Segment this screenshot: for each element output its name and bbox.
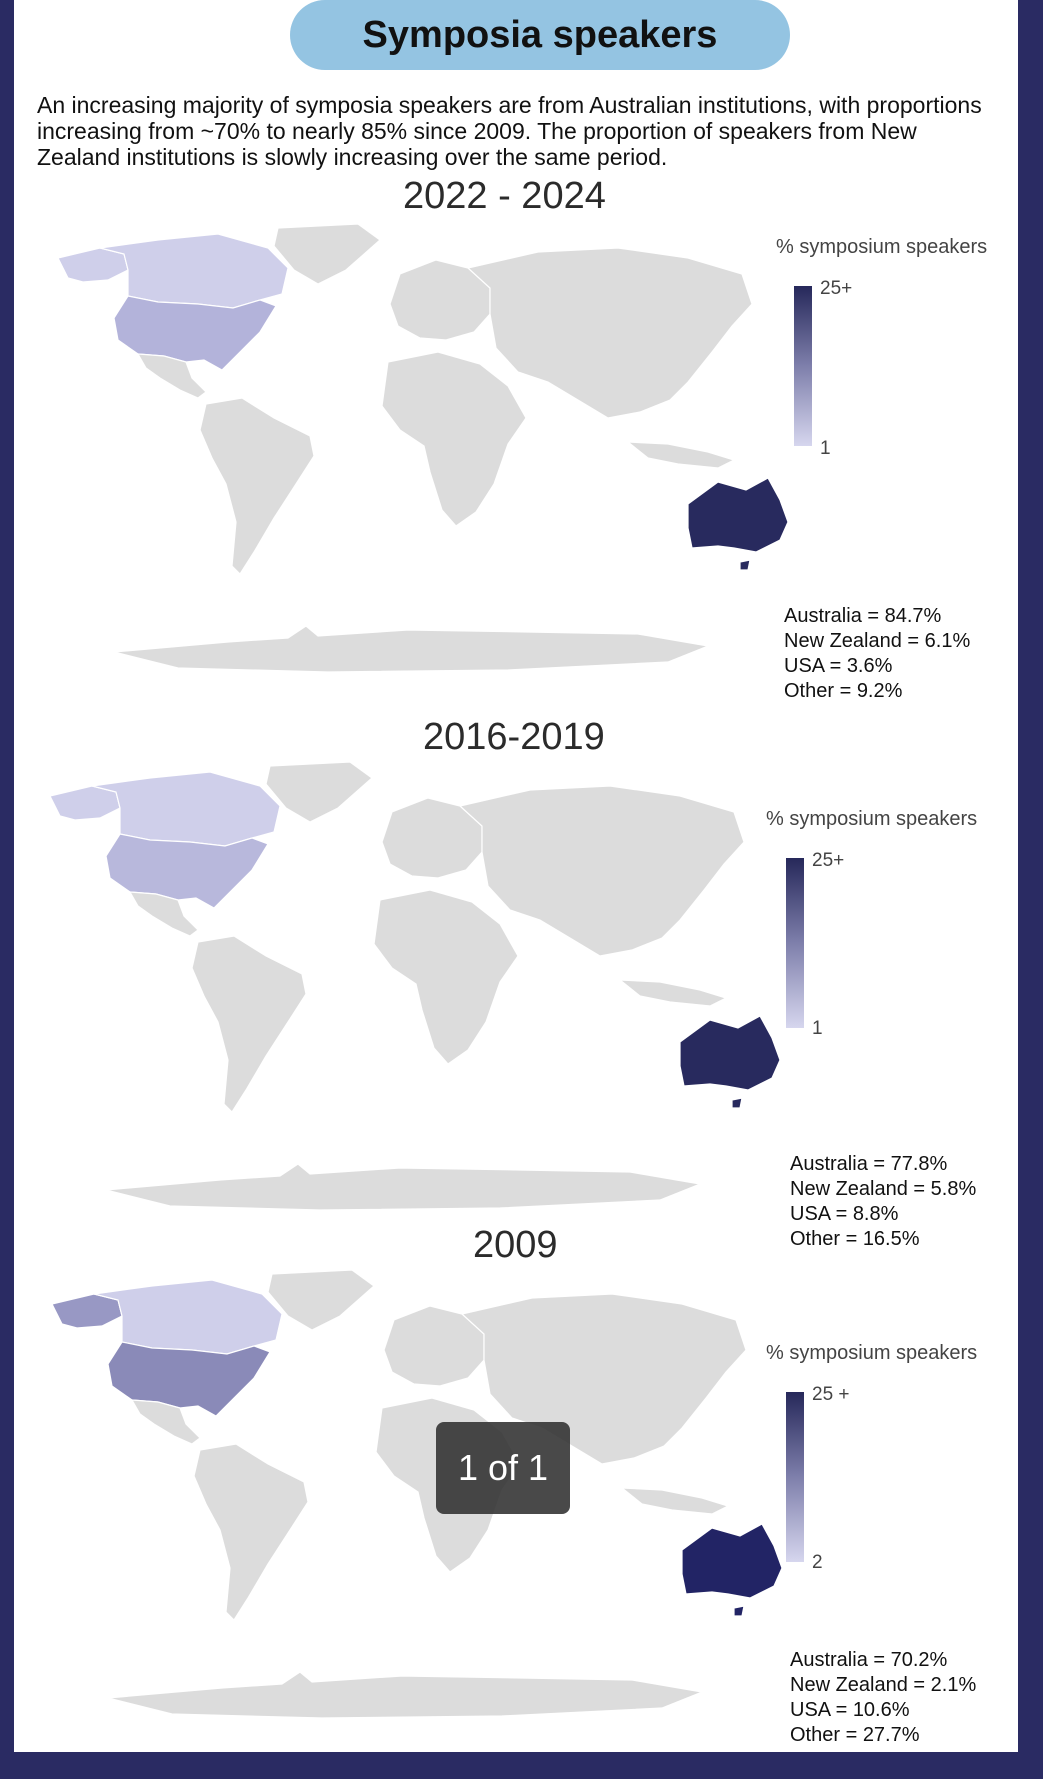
period-title-3: 2009 [473, 1224, 558, 1266]
europe [381, 797, 483, 879]
stat-new-zealand-3: New Zealand = 2.1% [790, 1674, 977, 1696]
legend-3: % symposium speakers 25 + 2 [766, 1342, 1006, 1573]
stat-australia-3: Australia = 70.2% [790, 1649, 948, 1671]
alaska [57, 247, 129, 283]
page-title: Symposia speakers [362, 13, 718, 56]
usa [105, 833, 269, 909]
antarctica [113, 625, 711, 673]
stat-other-1: Other = 9.2% [784, 680, 903, 702]
asia [460, 1293, 747, 1465]
legend-min-3: 2 [812, 1552, 823, 1573]
usa [107, 1341, 271, 1417]
asia [458, 785, 745, 957]
stat-usa-2: USA = 8.8% [790, 1203, 899, 1225]
indonesia [618, 979, 728, 1007]
intro-text: An increasing majority of symposia speak… [37, 92, 982, 170]
greenland [267, 1269, 375, 1331]
indonesia [626, 441, 736, 469]
africa [373, 889, 519, 1065]
south-america [191, 935, 307, 1113]
legend-1: % symposium speakers 25+ 1 [776, 236, 1016, 459]
tasmania [733, 1605, 745, 1617]
greenland [265, 761, 373, 823]
south-america [199, 397, 315, 575]
stat-australia-1: Australia = 84.7% [784, 605, 942, 627]
title-banner: Symposia speakers [290, 0, 790, 70]
south-america [193, 1443, 309, 1621]
tasmania [739, 559, 751, 571]
legend-title-2: % symposium speakers [766, 808, 978, 830]
australia [679, 1015, 780, 1091]
asia [466, 247, 753, 419]
stat-new-zealand-2: New Zealand = 5.8% [790, 1178, 977, 1200]
legend-color-bar-2 [786, 858, 804, 1028]
legend-title-1: % symposium speakers [776, 236, 988, 258]
world-map-3 [22, 1268, 782, 1738]
mexico [128, 891, 199, 937]
world-map-1 [28, 222, 788, 692]
continents [57, 223, 788, 673]
antarctica [105, 1163, 703, 1211]
legend-color-bar-3 [786, 1392, 804, 1562]
tasmania [731, 1097, 743, 1109]
legend-max-2: 25+ [812, 850, 845, 871]
world-map-svg-2 [49, 761, 780, 1211]
period-title-1: 2022 - 2024 [403, 175, 606, 217]
period-title-2: 2016-2019 [423, 716, 605, 758]
legend-2: % symposium speakers 25+ 1 [766, 808, 1006, 1039]
antarctica [107, 1671, 705, 1719]
greenland [273, 223, 381, 285]
stat-new-zealand-1: New Zealand = 6.1% [784, 630, 971, 652]
legend-title-3: % symposium speakers [766, 1342, 978, 1364]
stat-other-2: Other = 16.5% [790, 1228, 920, 1250]
world-map-svg-3 [51, 1269, 782, 1719]
europe [389, 259, 491, 341]
usa [113, 295, 277, 371]
mexico [136, 353, 207, 399]
australia [687, 477, 788, 553]
stat-australia-2: Australia = 77.8% [790, 1153, 948, 1175]
world-map-2 [20, 760, 780, 1230]
legend-max-1: 25+ [820, 278, 853, 299]
alaska [51, 1293, 123, 1329]
africa [381, 351, 527, 527]
alaska [49, 785, 121, 821]
stat-usa-1: USA = 3.6% [784, 655, 893, 677]
stat-other-3: Other = 27.7% [790, 1724, 920, 1746]
australia [681, 1523, 782, 1599]
infographic-page: Symposia speakers An increasing majority… [14, 0, 1018, 1752]
stats-3: Australia = 70.2% New Zealand = 2.1% USA… [790, 1648, 976, 1748]
continents [51, 1269, 782, 1719]
europe [383, 1305, 485, 1387]
indonesia [620, 1487, 730, 1515]
legend-color-bar-1 [794, 286, 812, 446]
stats-2: Australia = 77.8% New Zealand = 5.8% USA… [790, 1152, 976, 1252]
legend-min-2: 1 [812, 1018, 823, 1039]
legend-min-1: 1 [820, 438, 831, 459]
world-map-svg-1 [57, 223, 788, 673]
stat-usa-3: USA = 10.6% [790, 1699, 910, 1721]
mexico [130, 1399, 201, 1445]
continents [49, 761, 780, 1211]
stats-1: Australia = 84.7% New Zealand = 6.1% USA… [784, 604, 970, 704]
page-indicator: 1 of 1 [436, 1422, 570, 1514]
legend-max-3: 25 + [812, 1384, 850, 1405]
